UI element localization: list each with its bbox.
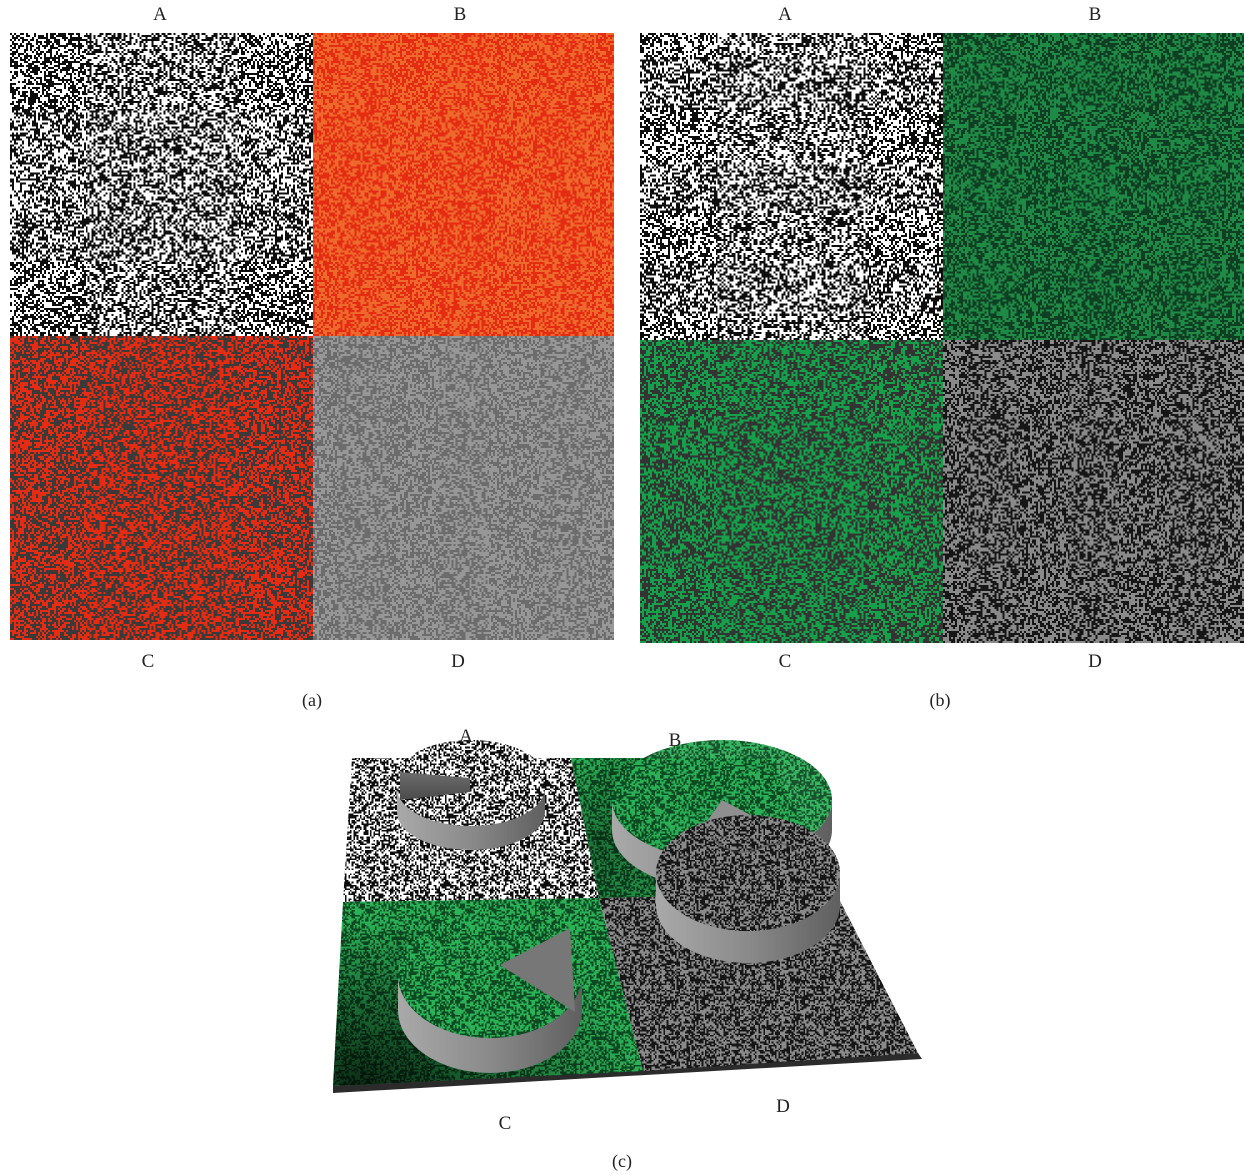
panel-a-caption: (a) <box>302 690 322 710</box>
panel-b-quadrant-a <box>640 33 943 340</box>
panel-b-label-b: B <box>1088 4 1102 25</box>
panel-a-label-a: A <box>153 4 167 25</box>
panel-b-quadrant-b <box>943 33 1244 340</box>
panel-a-label-b: B <box>453 4 467 25</box>
panel-b-label-d: D <box>1088 651 1102 672</box>
panel-b-quadrant-d <box>943 340 1244 643</box>
panel-a-label-d: D <box>451 651 465 672</box>
panel-b-caption: (b) <box>929 690 951 710</box>
panel-b-quadrant-c <box>640 340 943 643</box>
panel-c-label-d: D <box>776 1096 790 1117</box>
cylinder-a <box>397 740 545 850</box>
panel-c-caption: (c) <box>612 1151 632 1172</box>
panel-b-label-c: C <box>778 651 792 672</box>
panel-a-quadrant-d <box>313 336 614 640</box>
panel-b-label-a: A <box>778 4 792 25</box>
cylinder-d <box>656 815 840 963</box>
cylinder-c <box>398 912 582 1073</box>
panel-a-quadrant-c <box>10 336 313 640</box>
panel-a-quadrant-a <box>10 33 313 336</box>
panel-a-label-c: C <box>141 651 155 672</box>
panel-c-label-a: A <box>459 726 473 747</box>
board-edge <box>333 1053 922 1093</box>
panel-c-label-c: C <box>499 1113 512 1134</box>
panel-a-quadrant-b <box>313 33 614 336</box>
panel-c-label-b: B <box>669 730 682 751</box>
